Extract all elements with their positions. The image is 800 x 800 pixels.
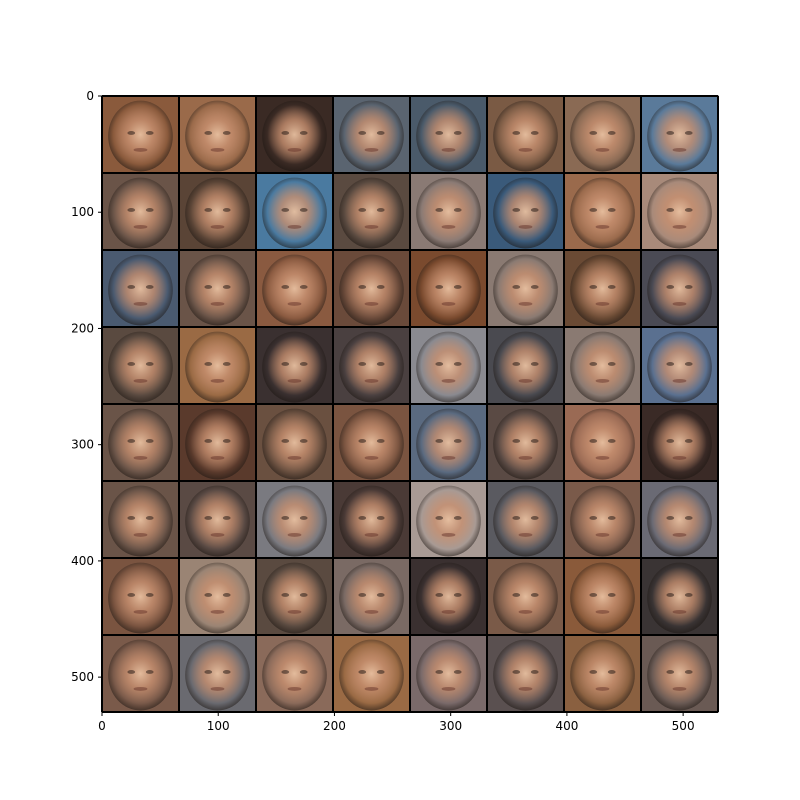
- y-tick-label: 100: [71, 205, 94, 219]
- y-tick-label: 400: [71, 554, 94, 568]
- x-tick-label: 300: [439, 719, 462, 733]
- face-tile: [410, 558, 487, 635]
- face-tile: [179, 404, 256, 481]
- face-tile: [410, 96, 487, 173]
- face-tile: [487, 96, 564, 173]
- face-tile: [256, 481, 333, 558]
- face-tile: [487, 327, 564, 404]
- face-tile: [487, 481, 564, 558]
- face-tile: [641, 327, 718, 404]
- face-tile: [179, 558, 256, 635]
- face-tile: [256, 327, 333, 404]
- face-tile: [333, 327, 410, 404]
- face-tile: [256, 96, 333, 173]
- face-tile: [333, 96, 410, 173]
- plot-frame: [101, 95, 719, 713]
- face-tile: [564, 173, 641, 250]
- face-tile: [102, 481, 179, 558]
- face-tile: [102, 250, 179, 327]
- face-tile: [641, 173, 718, 250]
- y-tick-label: 0: [86, 89, 94, 103]
- face-tile: [641, 635, 718, 712]
- face-tile: [564, 558, 641, 635]
- face-tile: [564, 635, 641, 712]
- face-tile: [179, 481, 256, 558]
- face-tile: [102, 96, 179, 173]
- x-tick-label: 200: [323, 719, 346, 733]
- y-tick-label: 500: [71, 670, 94, 684]
- face-tile: [410, 404, 487, 481]
- x-tick-label: 0: [98, 719, 106, 733]
- x-tick-label: 100: [207, 719, 230, 733]
- face-tile: [102, 404, 179, 481]
- face-tile: [256, 404, 333, 481]
- face-tile: [564, 404, 641, 481]
- x-tick-label: 500: [672, 719, 695, 733]
- face-tile: [487, 558, 564, 635]
- y-axis: 0 100 200 300 400 500: [71, 89, 102, 684]
- face-tile: [641, 404, 718, 481]
- face-tile: [333, 481, 410, 558]
- face-tile: [179, 173, 256, 250]
- face-tile: [487, 173, 564, 250]
- face-tile: [102, 558, 179, 635]
- face-tile: [410, 327, 487, 404]
- face-tile: [641, 250, 718, 327]
- y-tick-label: 300: [71, 438, 94, 452]
- face-tiles: [102, 96, 718, 712]
- face-tile: [641, 96, 718, 173]
- face-tile: [564, 327, 641, 404]
- face-tile: [487, 404, 564, 481]
- face-tile: [179, 96, 256, 173]
- face-tile: [487, 250, 564, 327]
- face-tile: [564, 250, 641, 327]
- face-tile: [179, 635, 256, 712]
- face-tile: [564, 96, 641, 173]
- face-tile: [256, 558, 333, 635]
- face-tile: [333, 558, 410, 635]
- face-tile: [410, 635, 487, 712]
- face-tile: [102, 173, 179, 250]
- face-tile: [410, 481, 487, 558]
- face-tile: [179, 327, 256, 404]
- y-tick-label: 200: [71, 321, 94, 335]
- face-tile: [179, 250, 256, 327]
- face-tile: [333, 173, 410, 250]
- face-tile: [333, 250, 410, 327]
- face-tile: [641, 558, 718, 635]
- face-tile: [410, 250, 487, 327]
- face-tile: [256, 250, 333, 327]
- face-tile: [333, 635, 410, 712]
- face-tile: [102, 327, 179, 404]
- face-tile: [410, 173, 487, 250]
- x-tick-label: 400: [555, 719, 578, 733]
- face-tile: [641, 481, 718, 558]
- face-tile: [333, 404, 410, 481]
- x-axis: 0 100 200 300 400 500: [98, 712, 695, 733]
- face-tile: [487, 635, 564, 712]
- face-tile: [564, 481, 641, 558]
- face-tile: [256, 173, 333, 250]
- face-tile: [256, 635, 333, 712]
- face-tile: [102, 635, 179, 712]
